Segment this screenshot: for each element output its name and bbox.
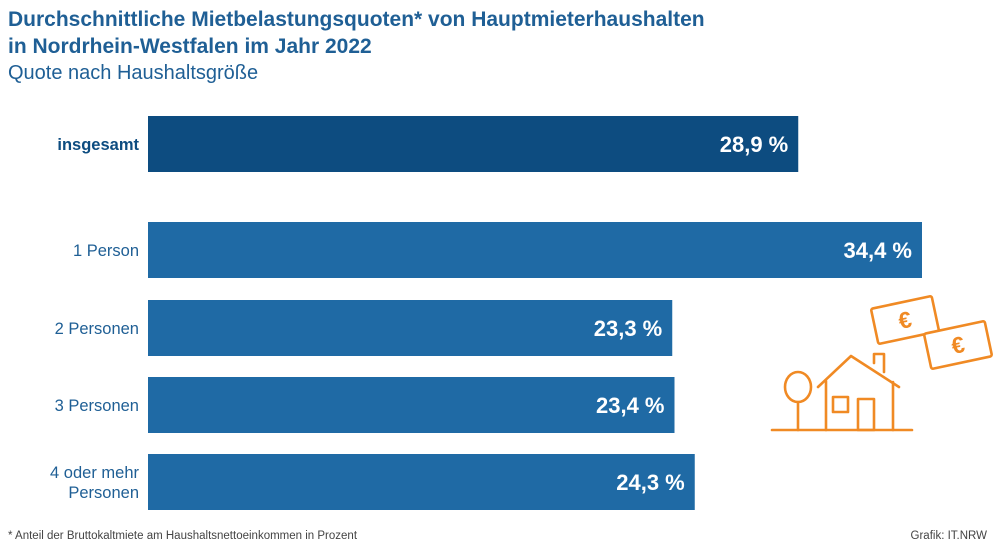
banknote-2-frame — [923, 320, 993, 370]
category-label-2-line-0: 2 Personen — [55, 320, 139, 338]
bar-value-label-0: 28,9 % — [720, 132, 789, 157]
house-chimney — [872, 352, 886, 374]
category-label-3: 3 Personen — [55, 397, 139, 415]
category-label-4: 4 oder mehr Personen — [50, 464, 139, 502]
chart-title: Durchschnittliche Mietbelastungsquoten* … — [8, 6, 908, 60]
bar-value-label-4: 24,3 % — [616, 470, 685, 495]
chart-title-line-1: Durchschnittliche Mietbelastungsquoten* … — [8, 8, 705, 31]
euro-banknote-1: € — [870, 295, 940, 345]
house-with-tree-and-euro-banknotes-icon: € € — [770, 295, 993, 432]
tree-crown — [783, 370, 813, 404]
category-label-2: 2 Personen — [55, 320, 139, 338]
euro-icon: € — [896, 306, 914, 334]
house-window — [831, 395, 850, 414]
bar-0 — [148, 116, 799, 172]
category-label-1-line-0: 1 Person — [73, 242, 139, 260]
footnote: * Anteil der Bruttokaltmiete am Haushalt… — [8, 530, 358, 542]
euro-icon: € — [949, 331, 967, 359]
house-door — [856, 397, 876, 432]
bar-1 — [148, 222, 922, 278]
category-label-1: 1 Person — [73, 242, 139, 260]
source-credit: Grafik: IT.NRW — [910, 530, 987, 542]
chart-subtitle: Quote nach Haushaltsgröße — [8, 62, 259, 84]
house-roof — [816, 354, 901, 389]
banknote-1-frame — [870, 295, 940, 345]
bar-value-label-3: 23,4 % — [596, 393, 665, 418]
bar-value-label-1: 34,4 % — [844, 238, 913, 263]
category-label-0: insgesamt — [57, 136, 139, 154]
category-label-4-line-0: 4 oder mehr — [50, 464, 139, 482]
euro-banknote-2: € — [923, 320, 993, 370]
category-label-4-line-1: Personen — [68, 484, 139, 502]
bar-2 — [148, 300, 673, 356]
bar-3 — [148, 377, 675, 433]
chart-title-line-2: in Nordrhein-Westfalen im Jahr 2022 — [8, 35, 372, 58]
bar-value-label-2: 23,3 % — [594, 316, 663, 341]
house-walls — [824, 379, 895, 432]
bar-4 — [148, 454, 695, 510]
category-label-3-line-0: 3 Personen — [55, 397, 139, 415]
category-label-0-line-0: insgesamt — [57, 136, 139, 154]
